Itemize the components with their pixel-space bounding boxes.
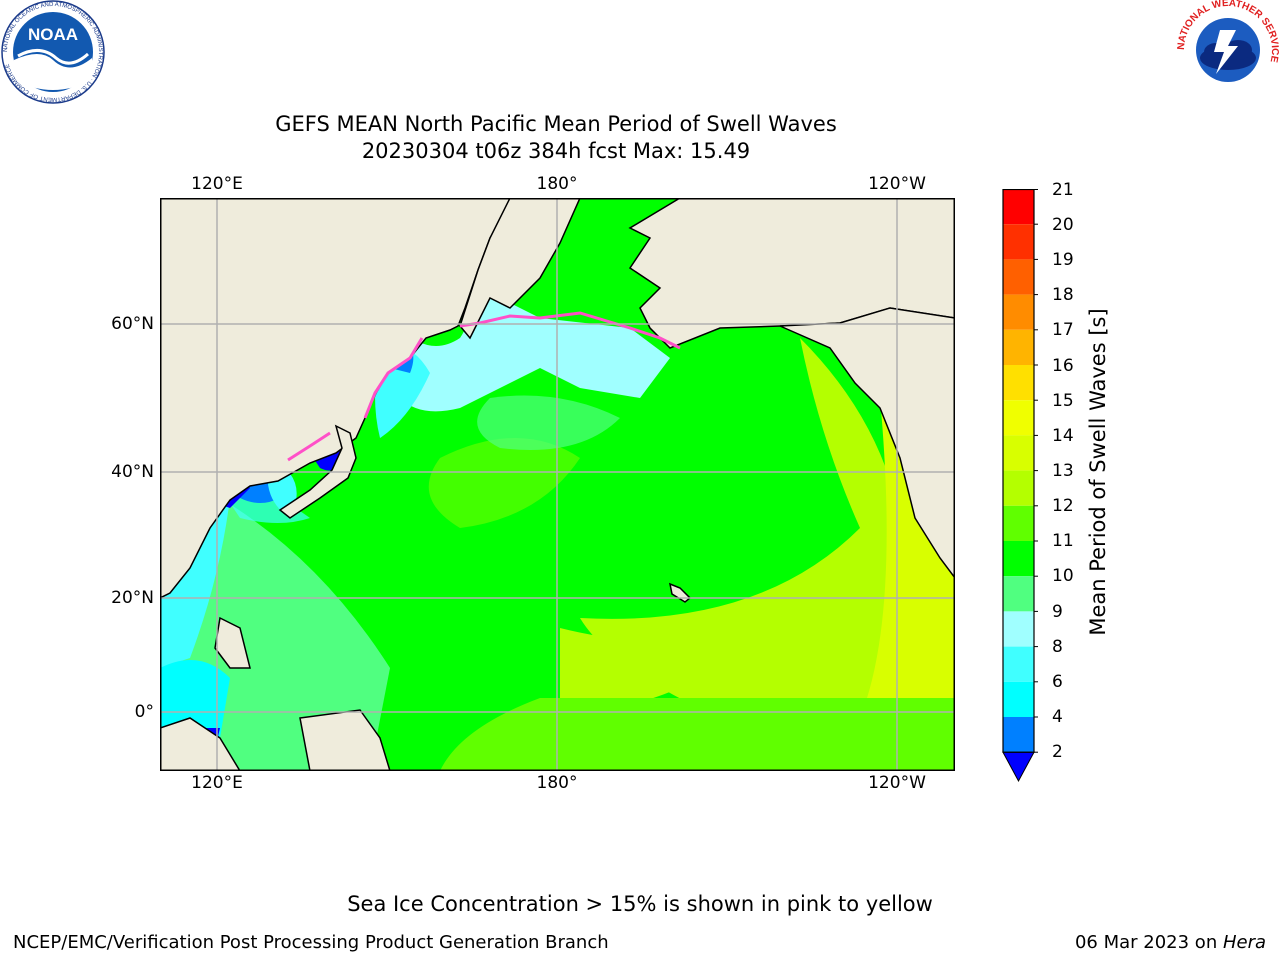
colorbar-tick-16: 16	[1052, 356, 1074, 376]
map-panel	[159, 197, 956, 772]
colorbar-tick-6: 6	[1052, 672, 1063, 692]
colorbar-tick-20: 20	[1052, 215, 1074, 235]
sea-ice-edge	[287, 311, 681, 462]
colorbar-tick-12: 12	[1052, 496, 1074, 516]
footer-host: Hera	[1222, 932, 1266, 953]
x-tick-top-120e: 120°E	[191, 174, 243, 194]
colorbar-tick-8: 8	[1052, 637, 1063, 657]
colorbar-tick-10: 10	[1052, 566, 1074, 586]
noaa-logo: NOAA NATIONAL OCEANIC AND ATMOSPHERIC AD…	[0, 0, 106, 104]
footer-date-text: 06 Mar 2023 on	[1074, 932, 1223, 953]
y-tick-0: 0°	[134, 702, 154, 722]
x-tick-bottom-120w: 120°W	[868, 773, 926, 793]
colorbar-tick-9: 9	[1052, 602, 1063, 622]
colorbar-svg	[1002, 188, 1038, 783]
chart-title: GEFS MEAN North Pacific Mean Period of S…	[275, 112, 837, 136]
y-tick-60n: 60°N	[111, 314, 154, 334]
nws-logo: NATIONAL WEATHER SERVICE	[1176, 0, 1280, 100]
sea-ice-note: Sea Ice Concentration > 15% is shown in …	[347, 892, 933, 916]
colorbar-tick-21: 21	[1052, 180, 1074, 200]
footer-date: 06 Mar 2023 on Hera	[1075, 932, 1266, 954]
x-tick-top-120w: 120°W	[868, 174, 926, 194]
colorbar	[1002, 188, 1038, 784]
colorbar-tick-17: 17	[1052, 320, 1074, 340]
x-tick-bottom-180: 180°	[536, 773, 578, 793]
colorbar-tick-2: 2	[1052, 742, 1063, 762]
colorbar-label: Mean Period of Swell Waves [s]	[1086, 308, 1110, 636]
colorbar-tick-18: 18	[1052, 285, 1074, 305]
x-tick-top-180: 180°	[536, 174, 578, 194]
colorbar-tick-13: 13	[1052, 461, 1074, 481]
colorbar-tick-4: 4	[1052, 707, 1063, 727]
colorbar-tick-19: 19	[1052, 250, 1074, 270]
map-svg	[159, 197, 956, 772]
colorbar-tick-11: 11	[1052, 531, 1074, 551]
noaa-logo-text: NOAA	[28, 25, 78, 44]
colorbar-tick-15: 15	[1052, 391, 1074, 411]
footer-credit: NCEP/EMC/Verification Post Processing Pr…	[13, 932, 609, 953]
y-tick-40n: 40°N	[111, 462, 154, 482]
map-frame	[160, 198, 955, 771]
colorbar-tick-14: 14	[1052, 426, 1074, 446]
y-tick-20n: 20°N	[111, 588, 154, 608]
x-tick-bottom-120e: 120°E	[191, 773, 243, 793]
graticule	[160, 198, 955, 771]
chart-subtitle: 20230304 t06z 384h fcst Max: 15.49	[361, 139, 751, 163]
